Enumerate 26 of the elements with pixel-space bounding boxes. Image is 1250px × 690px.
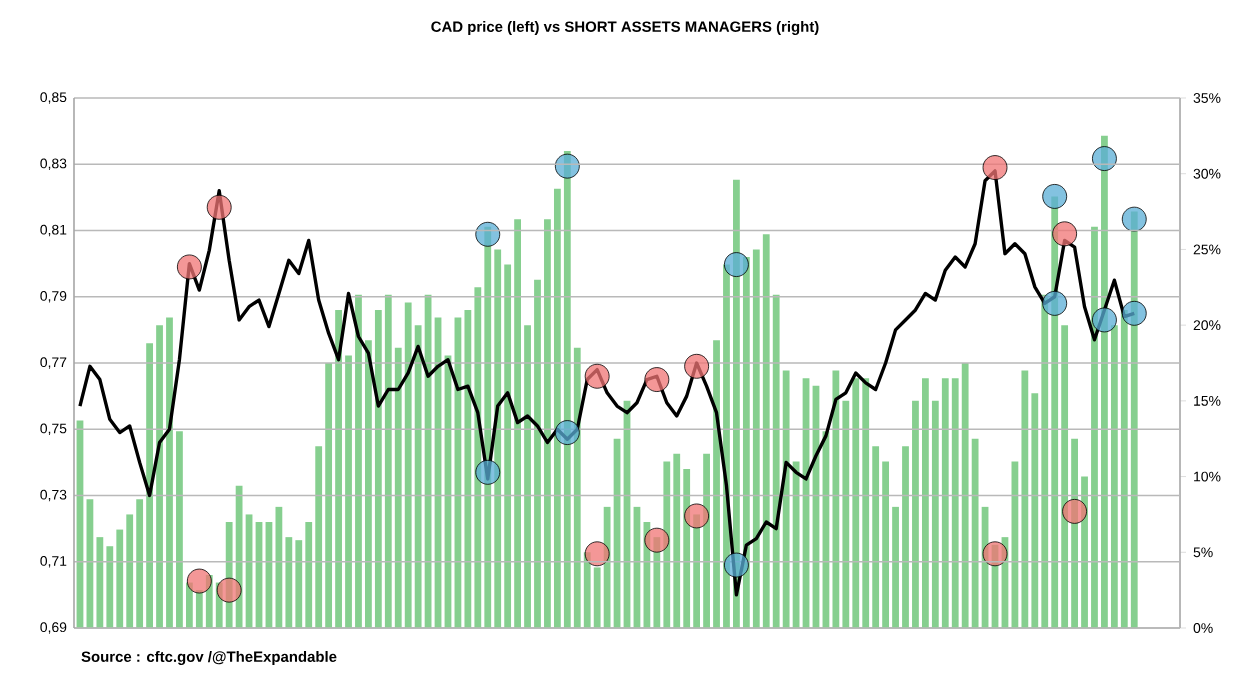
point [644, 527, 670, 553]
point [186, 568, 212, 594]
point [724, 252, 749, 277]
point [206, 194, 232, 220]
point [176, 254, 202, 280]
point [475, 459, 501, 485]
point [1092, 146, 1117, 171]
point [1052, 221, 1078, 247]
point [644, 367, 670, 392]
point [1042, 184, 1068, 209]
point [475, 221, 501, 247]
point [1121, 300, 1147, 326]
point [982, 155, 1008, 180]
point [554, 153, 580, 179]
point [1092, 307, 1117, 333]
point [216, 577, 242, 603]
point [982, 541, 1008, 567]
point [1042, 290, 1068, 316]
point [554, 420, 580, 445]
point [724, 552, 749, 578]
point [1121, 206, 1147, 232]
point [684, 353, 710, 379]
point [684, 503, 710, 529]
point [1062, 499, 1087, 524]
point [584, 363, 610, 389]
point [584, 541, 610, 567]
